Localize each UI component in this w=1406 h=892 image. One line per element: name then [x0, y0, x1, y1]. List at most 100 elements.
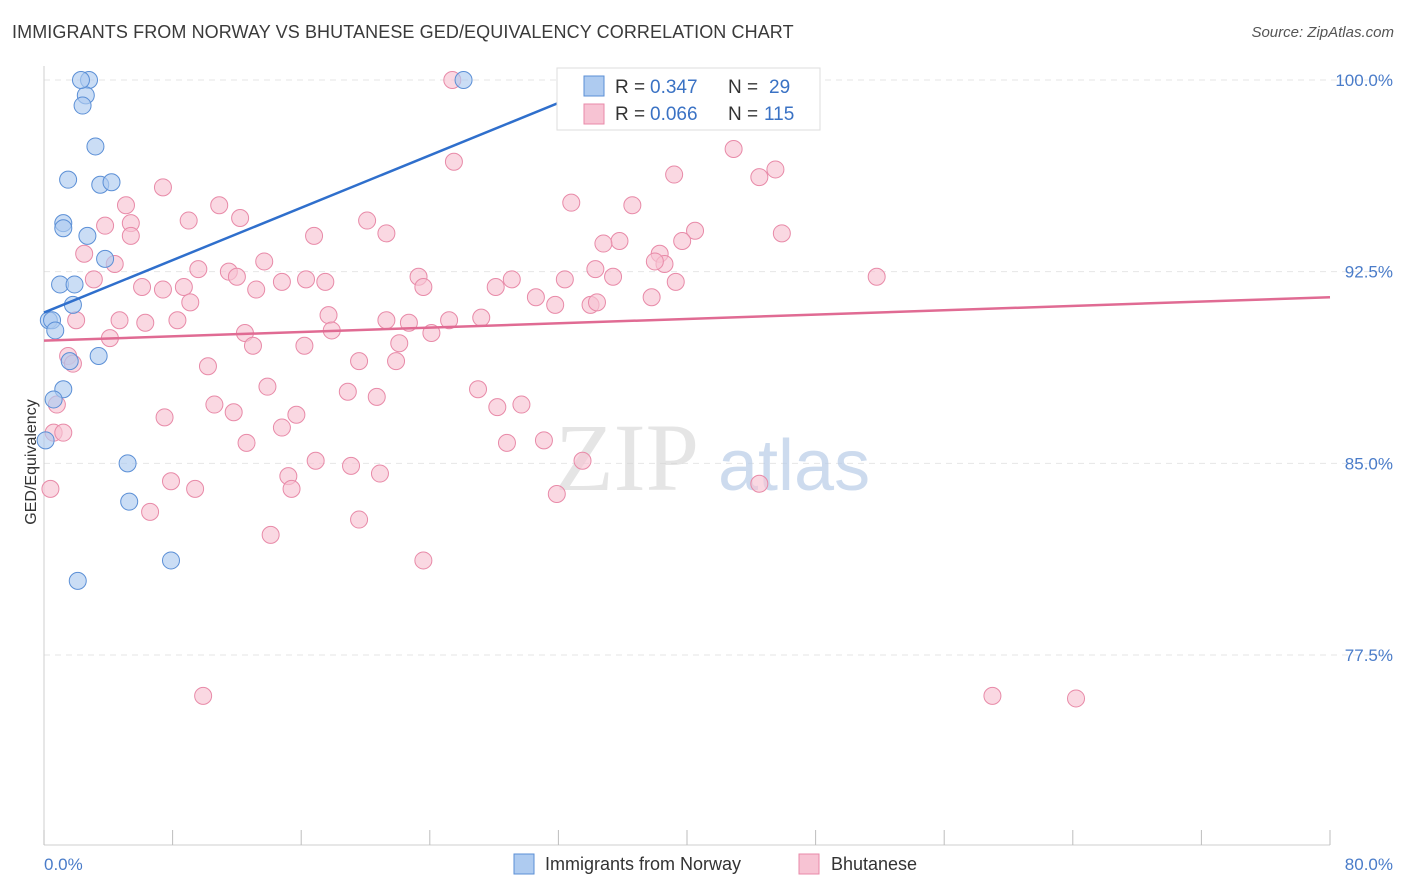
bhutanese-point-7 — [153, 178, 172, 197]
bhutanese-point-40 — [586, 260, 605, 279]
bhutanese-point-45 — [133, 278, 152, 296]
y-tick-label-1: 85.0% — [1345, 454, 1393, 473]
norway-point-9 — [78, 226, 97, 245]
norway-point-6 — [102, 173, 121, 192]
bhutanese-point-5 — [665, 165, 684, 184]
bhutanese-point-8 — [116, 196, 135, 215]
bhutanese-point-4 — [766, 160, 785, 179]
norway-point-20 — [44, 390, 63, 409]
tick-labels: 77.5% 85.0% 92.5% 100.0% 0.0% 80.0% — [44, 71, 1393, 874]
bhutanese-point-104 — [547, 485, 566, 503]
bhutanese-point-74 — [387, 352, 406, 371]
bhutanese-point-83 — [205, 395, 224, 414]
bhutanese-point-111 — [983, 686, 1002, 705]
legend-swatch-norway — [513, 853, 535, 875]
bhutanese-point-47 — [174, 278, 193, 296]
bhutanese-point-106 — [141, 502, 160, 521]
bhutanese-point-9 — [210, 196, 229, 215]
watermark-atlas: atlas — [718, 426, 870, 506]
stats-r-value-bhutanese: 0.066 — [650, 104, 698, 125]
bhutanese-point-22 — [610, 232, 629, 250]
bhutanese-point-26 — [75, 244, 94, 263]
bhutanese-point-20 — [772, 224, 791, 243]
stats-n-value-bhutanese: 115 — [764, 104, 794, 125]
norway-point-24 — [161, 551, 180, 570]
norway-point-28 — [71, 71, 90, 89]
bhutanese-point-91 — [54, 423, 73, 442]
bhutanese-point-94 — [534, 431, 553, 450]
bhutanese-point-99 — [161, 472, 180, 491]
bhutanese-point-58 — [136, 313, 155, 332]
bhutanese-point-33 — [272, 272, 291, 291]
bhutanese-point-32 — [84, 270, 103, 289]
bhutanese-point-87 — [512, 395, 531, 414]
stats-r-label-norway: R = — [615, 77, 645, 98]
bhutanese-point-86 — [488, 398, 507, 417]
trend-lines — [43, 78, 1331, 342]
norway-point-16 — [46, 321, 65, 340]
norway-point-21 — [36, 431, 55, 450]
bhutanese-point-13 — [358, 211, 377, 230]
bhutanese-point-28 — [255, 252, 274, 271]
bhutanese-point-39 — [645, 252, 664, 271]
bhutanese-point-31 — [227, 267, 246, 286]
norway-point-18 — [89, 347, 108, 365]
legend-label-bhutanese: Bhutanese — [831, 854, 917, 874]
bhutanese-point-2 — [724, 140, 743, 158]
bhutanese-point-48 — [247, 280, 266, 299]
bhutanese-point-42 — [666, 272, 685, 291]
bhutanese-point-93 — [497, 433, 516, 452]
bhutanese-point-79 — [338, 382, 357, 401]
bhutanese-point-64 — [472, 308, 491, 327]
bhutanese-point-78 — [258, 377, 277, 396]
bhutanese-point-19 — [121, 226, 140, 245]
bhutanese-point-70 — [243, 336, 262, 355]
x-tick-label-1: 80.0% — [1345, 855, 1393, 874]
bhutanese-point-102 — [573, 451, 592, 470]
norway-point-22 — [118, 454, 137, 473]
stats-n-label-bhutanese: N = — [728, 104, 758, 125]
bhutanese-point-51 — [526, 288, 545, 307]
stats-r-value-norway: 0.347 — [650, 77, 698, 98]
bhutanese-point-23 — [594, 234, 613, 253]
norway-point-3 — [86, 137, 105, 156]
y-tick-label-3: 100.0% — [1335, 71, 1393, 90]
gridlines — [44, 79, 1392, 656]
bhutanese-point-77 — [198, 357, 217, 376]
stats-n-label-norway: N = — [728, 77, 758, 98]
y-tick-label-2: 92.5% — [1345, 263, 1393, 282]
bhutanese-point-10 — [562, 193, 581, 212]
bhutanese-point-85 — [287, 405, 306, 424]
bhutanese-point-6 — [750, 168, 769, 187]
bhutanese-point-43 — [604, 267, 623, 286]
stats-r-label-bhutanese: R = — [615, 104, 645, 125]
axes — [43, 66, 1331, 846]
norway-point-8 — [54, 219, 73, 238]
bhutanese-point-61 — [377, 311, 396, 330]
bhutanese-point-80 — [367, 387, 386, 406]
bhutanese-point-101 — [282, 479, 301, 498]
norway-point-17 — [60, 352, 79, 371]
bhutanese-point-11 — [623, 196, 642, 215]
stats-swatch-norway — [583, 75, 605, 97]
bhutanese-point-71 — [295, 336, 314, 355]
bhutanese-point-50 — [486, 278, 505, 296]
bhutanese-point-103 — [750, 474, 769, 493]
bhutanese-point-63 — [440, 311, 459, 330]
trend-line-norway — [43, 78, 616, 314]
bhutanese-point-49 — [414, 278, 433, 296]
norway-point-12 — [65, 275, 84, 294]
bhutanese-point-90 — [272, 418, 291, 437]
bhutanese-point-108 — [261, 525, 280, 544]
y-tick-label-0: 77.5% — [1345, 646, 1393, 665]
bhutanese-point-57 — [110, 311, 129, 330]
bhutanese-point-65 — [67, 311, 86, 330]
bhutanese-point-95 — [306, 451, 325, 470]
bhutanese-point-88 — [155, 408, 174, 427]
bhutanese-point-100 — [186, 479, 205, 498]
stats-legend: R = 0.347 N = 29 R = 0.066 N = 115 — [556, 67, 821, 131]
bhutanese-point-24 — [673, 232, 692, 250]
chart-title: IMMIGRANTS FROM NORWAY VS BHUTANESE GED/… — [12, 22, 794, 42]
bhutanese-point-72 — [390, 334, 409, 353]
series-bhutanese — [41, 71, 1086, 708]
